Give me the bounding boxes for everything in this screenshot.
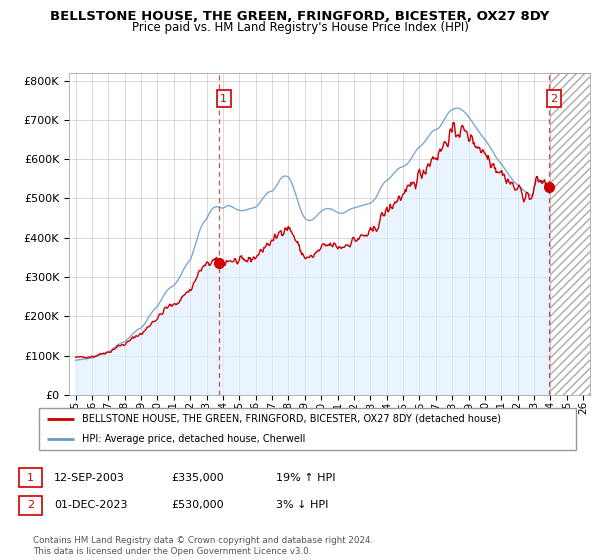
Text: Contains HM Land Registry data © Crown copyright and database right 2024.
This d: Contains HM Land Registry data © Crown c…	[33, 536, 373, 556]
Bar	[550, 73, 590, 395]
Text: £530,000: £530,000	[171, 500, 224, 510]
Text: 2: 2	[27, 500, 34, 510]
Text: 12-SEP-2003: 12-SEP-2003	[54, 473, 125, 483]
FancyBboxPatch shape	[39, 408, 576, 450]
Text: BELLSTONE HOUSE, THE GREEN, FRINGFORD, BICESTER, OX27 8DY (detached house): BELLSTONE HOUSE, THE GREEN, FRINGFORD, B…	[82, 414, 501, 424]
Bar	[550, 73, 590, 395]
Text: 2: 2	[550, 94, 557, 104]
Text: £335,000: £335,000	[171, 473, 224, 483]
Text: 3% ↓ HPI: 3% ↓ HPI	[276, 500, 328, 510]
Text: 1: 1	[220, 94, 227, 104]
Text: 19% ↑ HPI: 19% ↑ HPI	[276, 473, 335, 483]
Text: Price paid vs. HM Land Registry's House Price Index (HPI): Price paid vs. HM Land Registry's House …	[131, 21, 469, 34]
Text: BELLSTONE HOUSE, THE GREEN, FRINGFORD, BICESTER, OX27 8DY: BELLSTONE HOUSE, THE GREEN, FRINGFORD, B…	[50, 10, 550, 23]
Text: 1: 1	[27, 473, 34, 483]
Text: HPI: Average price, detached house, Cherwell: HPI: Average price, detached house, Cher…	[82, 434, 305, 444]
Text: 01-DEC-2023: 01-DEC-2023	[54, 500, 128, 510]
